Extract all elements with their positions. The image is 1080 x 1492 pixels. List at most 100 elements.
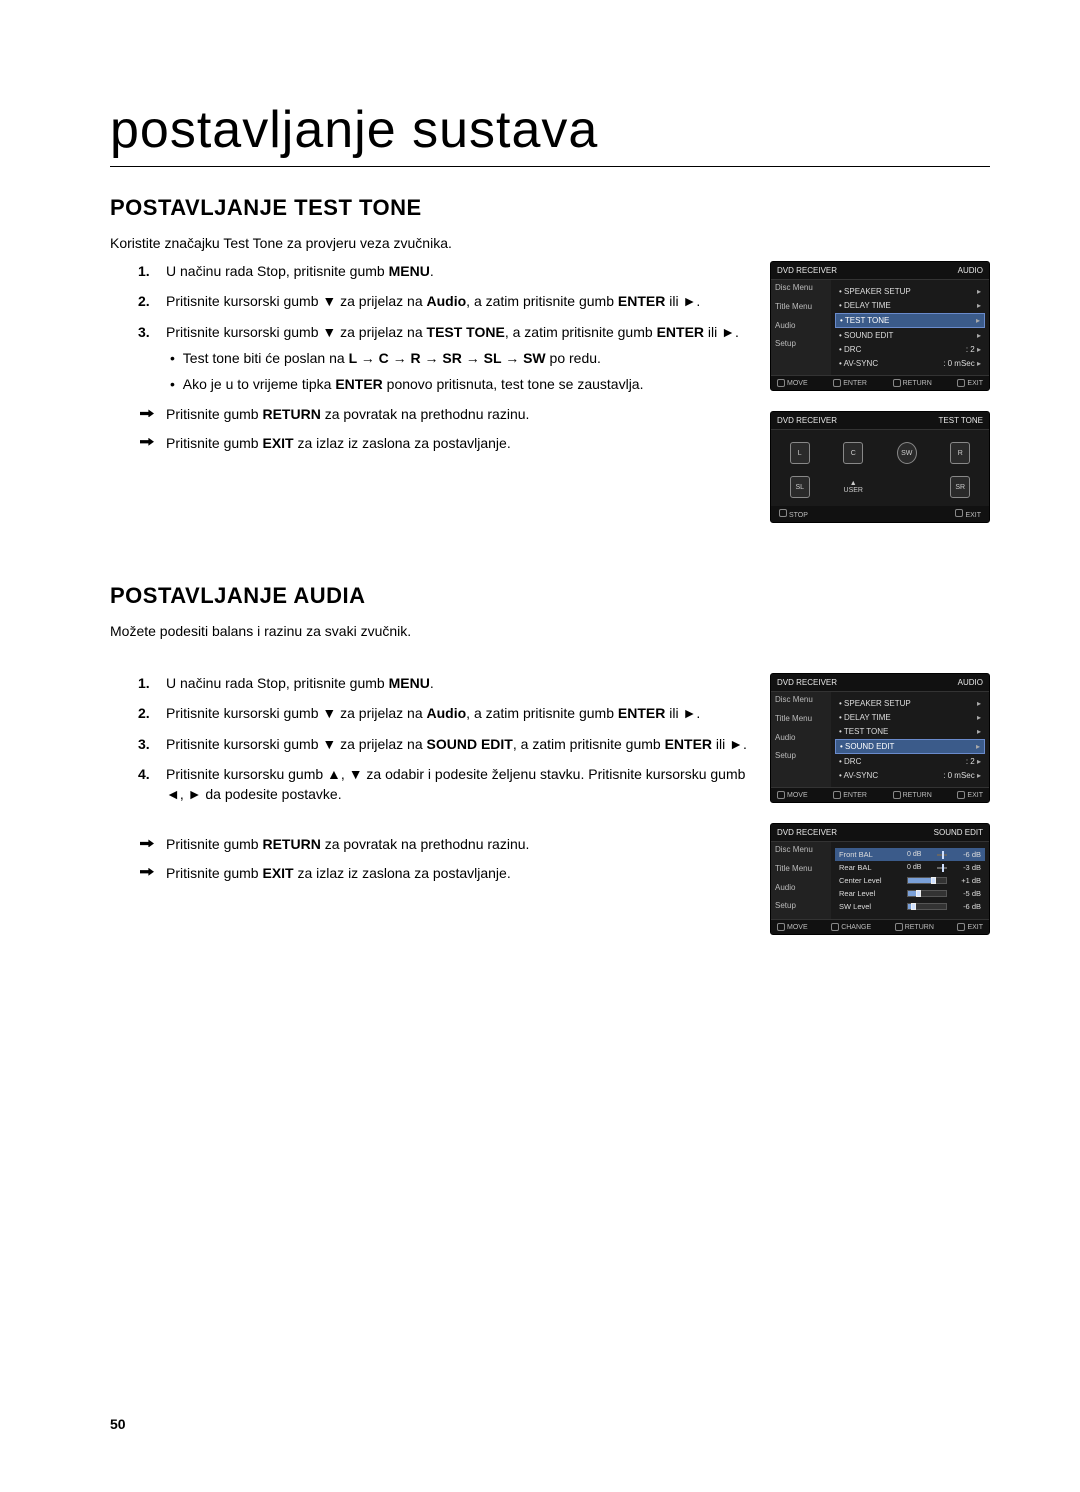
osd-footer-item: EXIT	[957, 791, 983, 799]
text: ili ►.	[665, 705, 700, 721]
bold: RETURN	[262, 406, 320, 422]
bold: ENTER	[618, 293, 665, 309]
text: , a zatim pritisnite gumb	[513, 736, 665, 752]
step-3: 3. Pritisnite kursorski gumb ▼ za prijel…	[166, 322, 750, 395]
note-exit: Pritisnite gumb EXIT za izlaz iz zaslona…	[166, 863, 750, 883]
text: U načinu rada Stop, pritisnite gumb	[166, 675, 389, 691]
osd-footer-item: ENTER	[833, 791, 867, 799]
osd-level-row: SW Level-6 dB	[835, 900, 985, 913]
text: za izlaz iz zaslona za postavljanje.	[294, 435, 511, 451]
osd-menu-row: • DRC: 2 ▸	[835, 755, 985, 768]
bold: MENU	[389, 675, 430, 691]
speaker-c-icon: C	[843, 442, 863, 464]
note-exit: Pritisnite gumb EXIT za izlaz iz zaslona…	[166, 433, 750, 453]
osd-menu-row: • AV-SYNC: 0 mSec ▸	[835, 357, 985, 370]
speaker-l-icon: L	[790, 442, 810, 464]
text: Pritisnite gumb	[166, 406, 262, 422]
osd-menu-row: • TEST TONE ▸	[835, 313, 985, 328]
osd-menu-row: • SPEAKER SETUP ▸	[835, 285, 985, 298]
section-heading-test-tone: POSTAVLJANJE TEST TONE	[110, 195, 990, 221]
osd-title: SOUND EDIT	[934, 828, 983, 837]
bold: TEST TONE	[427, 324, 505, 340]
osd-device: DVD RECEIVER	[777, 828, 837, 837]
text: , a zatim pritisnite gumb	[466, 705, 618, 721]
label: EXIT	[965, 512, 981, 519]
osd-title: AUDIO	[958, 678, 983, 687]
speaker-sr-icon: SR	[950, 476, 970, 498]
text: Pritisnite gumb	[166, 836, 262, 852]
text: .	[430, 675, 434, 691]
step-1: 1. U načinu rada Stop, pritisnite gumb M…	[166, 673, 750, 693]
bold: EXIT	[262, 435, 293, 451]
text: za povratak na prethodnu razinu.	[321, 836, 530, 852]
osd-side-item: Audio	[775, 734, 827, 743]
bold: Audio	[427, 293, 467, 309]
text: Pritisnite gumb	[166, 865, 262, 881]
text: U načinu rada Stop, pritisnite gumb	[166, 263, 389, 279]
osd-footer-item: EXIT	[957, 923, 983, 931]
osd-side-item: Audio	[775, 884, 827, 893]
text: , a zatim pritisnite gumb	[505, 324, 657, 340]
text: Ako je u to vrijeme tipka	[183, 376, 336, 392]
osd-footer-item: EXIT	[955, 509, 981, 519]
step-4: 4. Pritisnite kursorsku gumb ▲, ▼ za oda…	[166, 764, 750, 805]
osd-menu-row: • SOUND EDIT ▸	[835, 329, 985, 342]
osd-device: DVD RECEIVER	[777, 678, 837, 687]
osd-menu-row: • SOUND EDIT ▸	[835, 739, 985, 754]
osd-side-item: Disc Menu	[775, 284, 827, 293]
intro-audio: Možete podesiti balans i razinu za svaki…	[110, 623, 990, 639]
text: za povratak na prethodnu razinu.	[321, 406, 530, 422]
osd-footer-item: RETURN	[895, 923, 934, 931]
speaker-r-icon: R	[950, 442, 970, 464]
osd-side-item: Audio	[775, 322, 827, 331]
osd-sound-edit-levels: DVD RECEIVERSOUND EDIT Disc MenuTitle Me…	[770, 823, 990, 935]
step-3: 3. Pritisnite kursorski gumb ▼ za prijel…	[166, 734, 750, 754]
step-2: 2. Pritisnite kursorski gumb ▼ za prijel…	[166, 703, 750, 723]
bold: EXIT	[262, 865, 293, 881]
text: , a zatim pritisnite gumb	[466, 293, 618, 309]
text: Pritisnite kursorski gumb ▼ za prijelaz …	[166, 736, 427, 752]
osd-menu-row: • DELAY TIME ▸	[835, 299, 985, 312]
sub-bullet: Test tone biti će poslan na L → C → R → …	[184, 348, 750, 368]
osd-level-row: Front BAL0 dB-6 dB	[835, 848, 985, 861]
osd-footer-item: MOVE	[777, 791, 808, 799]
section-heading-audio: POSTAVLJANJE AUDIA	[110, 583, 990, 609]
text: ili ►.	[665, 293, 700, 309]
osd-footer-item: ENTER	[833, 379, 867, 387]
text: ponovo pritisnuta, test tone se zaustavl…	[383, 376, 644, 392]
sub-bullet: Ako je u to vrijeme tipka ENTER ponovo p…	[184, 374, 750, 394]
osd-side-item: Title Menu	[775, 865, 827, 874]
osd-audio-sound-edit: DVD RECEIVER AUDIO Disc Menu Title Menu Aud…	[770, 673, 990, 803]
osd-side-item: Disc Menu	[775, 696, 827, 705]
osd-side-item: Title Menu	[775, 303, 827, 312]
osd-level-row: Rear BAL0 dB-3 dB	[835, 861, 985, 874]
text: .	[430, 263, 434, 279]
bold: ENTER	[335, 376, 382, 392]
osd-side-item: Setup	[775, 902, 827, 911]
osd-footer-item: RETURN	[893, 791, 932, 799]
bold: Audio	[427, 705, 467, 721]
bold: L → C → R → SR → SL → SW	[349, 350, 546, 366]
osd-footer-item: CHANGE	[831, 923, 871, 931]
osd-menu-row: • AV-SYNC: 0 mSec ▸	[835, 769, 985, 782]
osd-side-item: Title Menu	[775, 715, 827, 724]
bold: MENU	[389, 263, 430, 279]
step-2: 2. Pritisnite kursorski gumb ▼ za prijel…	[166, 291, 750, 311]
osd-footer-item: MOVE	[777, 923, 808, 931]
osd-device: DVD RECEIVER	[777, 266, 837, 275]
speaker-sw-icon: SW	[897, 442, 917, 464]
osd-side-item: Setup	[775, 752, 827, 761]
text: za izlaz iz zaslona za postavljanje.	[294, 865, 511, 881]
page-title: postavljanje sustava	[110, 100, 990, 167]
text: ili ►.	[704, 324, 739, 340]
text: Pritisnite gumb	[166, 435, 262, 451]
osd-menu-row: • DELAY TIME ▸	[835, 711, 985, 724]
osd-footer-item: EXIT	[957, 379, 983, 387]
text: ili ►.	[712, 736, 747, 752]
user-icon: ▲USER	[844, 480, 863, 494]
osd-title: TEST TONE	[939, 416, 983, 425]
osd-audio-test-tone: DVD RECEIVERAUDIO Disc MenuTitle MenuAud…	[770, 261, 990, 391]
bold: ENTER	[665, 736, 712, 752]
bold: ENTER	[618, 705, 665, 721]
bold: ENTER	[657, 324, 704, 340]
